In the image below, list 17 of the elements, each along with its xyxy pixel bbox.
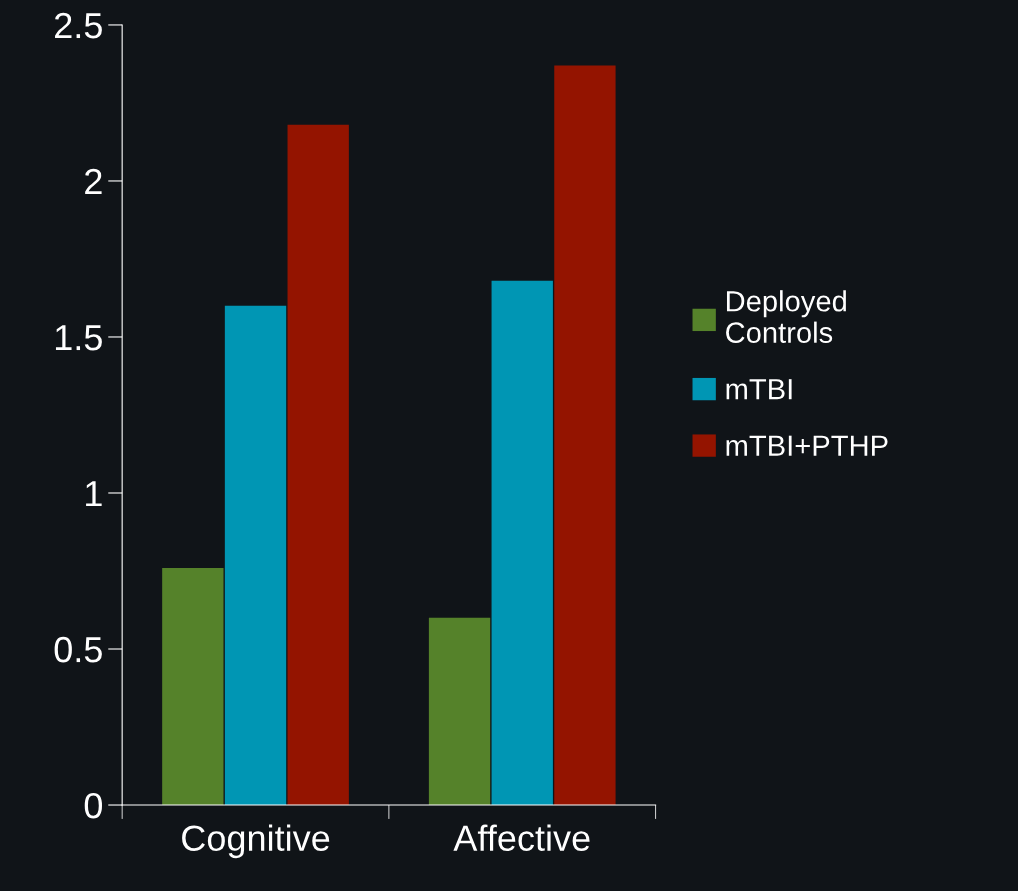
y-tick-label: 2 (85, 168, 102, 195)
bar (428, 617, 491, 806)
legend-label: Deployed Controls (726, 290, 846, 344)
x-tick-label: Cognitive (182, 824, 330, 859)
y-tick-label: 1 (86, 481, 102, 507)
bar (491, 280, 553, 806)
bar (287, 124, 349, 806)
legend-label: mTBI (726, 379, 792, 400)
y-tick-label: 0.5 (54, 636, 102, 663)
legend-label: mTBI+PTHP (726, 435, 888, 456)
y-tick-label: 2.5 (55, 12, 102, 39)
bar (162, 567, 224, 806)
y-tick-label: 1.5 (55, 325, 102, 351)
bar (224, 305, 287, 806)
x-tick-label: Affective (453, 824, 590, 851)
y-tick-label: 0 (84, 792, 102, 819)
bar (554, 65, 616, 806)
